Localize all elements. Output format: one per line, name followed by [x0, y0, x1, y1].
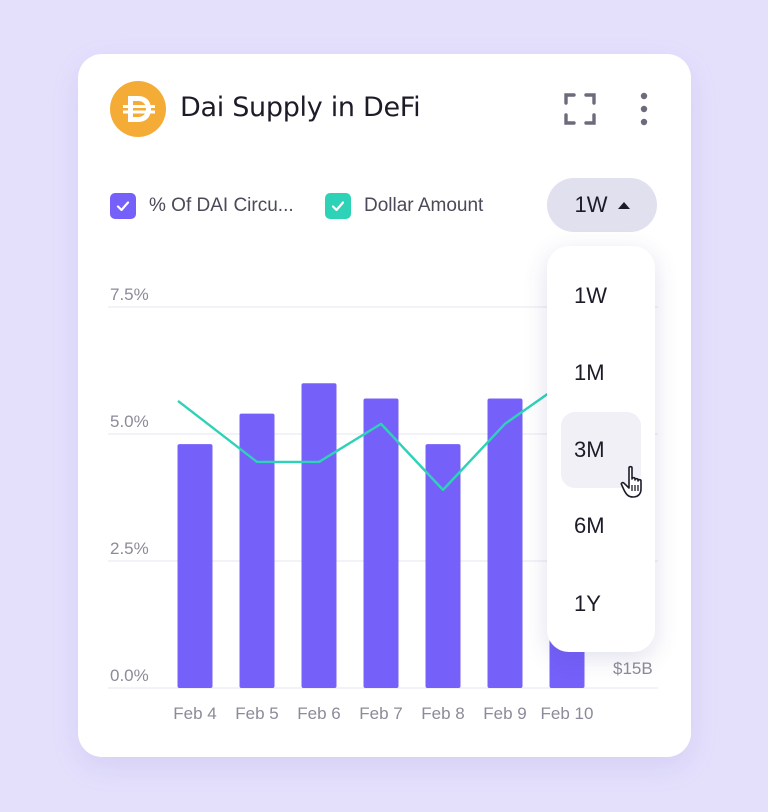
range-option-3m[interactable]: 3M [561, 412, 641, 488]
x-tick-label: Feb 7 [359, 704, 402, 723]
y2-tick-label: $15B [613, 659, 653, 678]
x-tick-label: Feb 6 [297, 704, 340, 723]
bar[interactable] [363, 398, 399, 688]
range-option-1m[interactable]: 1M [574, 360, 605, 385]
range-option-1y[interactable]: 1Y [574, 591, 601, 616]
checkbox-checked-icon[interactable] [110, 193, 136, 219]
legend-item-percent[interactable]: % Of DAI Circu... [110, 193, 294, 219]
range-selected-value: 1W [574, 192, 608, 217]
y-tick-label: 0.0% [110, 666, 149, 685]
bar[interactable] [487, 398, 523, 688]
legend-label: Dollar Amount [364, 195, 484, 216]
bar[interactable] [301, 383, 337, 688]
bar[interactable] [425, 444, 461, 688]
x-tick-label: Feb 10 [541, 704, 594, 723]
x-tick-label: Feb 4 [173, 704, 216, 723]
x-tick-label: Feb 5 [235, 704, 278, 723]
line-series-dollar-amount [177, 392, 550, 492]
range-option-6m[interactable]: 6M [574, 513, 605, 538]
range-select-button[interactable]: 1W [547, 178, 657, 232]
dai-logo-icon [110, 81, 166, 137]
chart-title: Dai Supply in DeFi [180, 92, 421, 123]
expand-icon[interactable] [564, 93, 596, 125]
bar[interactable] [239, 413, 275, 688]
more-vertical-icon[interactable] [632, 92, 656, 126]
y-tick-label: 2.5% [110, 539, 149, 558]
y-tick-label: 7.5% [110, 285, 149, 304]
bar[interactable] [177, 444, 213, 688]
x-tick-label: Feb 9 [483, 704, 526, 723]
x-tick-label: Feb 8 [421, 704, 464, 723]
range-dropdown-menu: 1W 1M 3M 6M 1Y [547, 246, 655, 652]
range-option-1w[interactable]: 1W [574, 283, 607, 308]
legend-label: % Of DAI Circu... [149, 195, 294, 216]
caret-up-icon [617, 201, 630, 209]
hand-pointer-icon [620, 465, 650, 499]
legend-item-dollar[interactable]: Dollar Amount [325, 193, 483, 219]
y-tick-label: 5.0% [110, 412, 149, 431]
checkbox-checked-icon[interactable] [325, 193, 351, 219]
chart-card: Dai Supply in DeFi % Of DAI Circu... Dol… [78, 54, 691, 757]
